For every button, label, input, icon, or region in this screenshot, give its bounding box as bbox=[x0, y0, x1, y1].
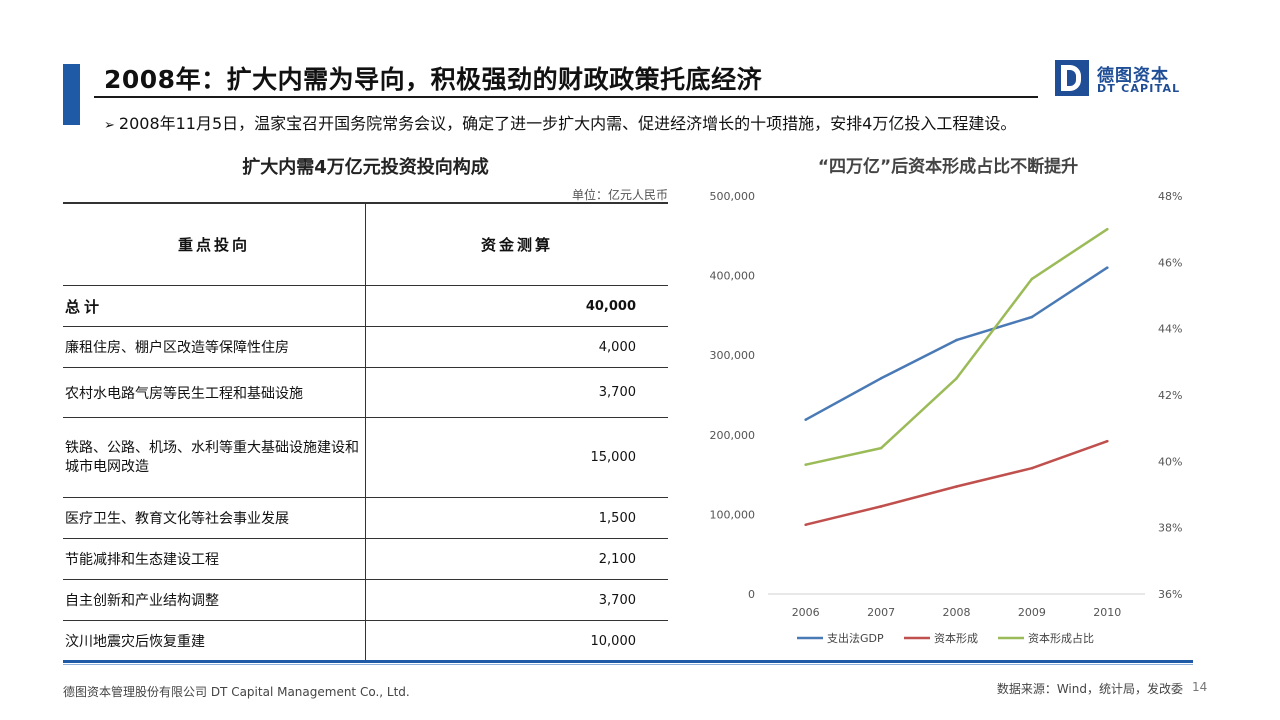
row-label: 农村水电路气房等民生工程和基础设施 bbox=[63, 368, 366, 417]
logo-english-name: DT CAPITAL bbox=[1097, 82, 1181, 95]
table-row: 节能减排和生态建设工程 2,100 bbox=[63, 539, 668, 580]
title-divider bbox=[94, 96, 1038, 98]
data-point bbox=[1030, 277, 1034, 281]
data-point bbox=[1106, 439, 1109, 443]
header-amount: 资金测算 bbox=[480, 236, 553, 254]
page-number: 14 bbox=[1192, 680, 1208, 694]
legend-label: 资本形成 bbox=[934, 631, 978, 645]
total-value: 40,000 bbox=[585, 298, 636, 314]
table-row: 铁路、公路、机场、水利等重大基础设施建设和城市电网改造 15,000 bbox=[63, 418, 668, 498]
header-focus: 重点投向 bbox=[63, 204, 366, 285]
data-point bbox=[1106, 227, 1109, 231]
series-line-2 bbox=[805, 228, 1108, 466]
logo-chinese-name: 德图资本 bbox=[1097, 66, 1169, 86]
legend-label: 支出法GDP bbox=[827, 631, 884, 645]
x-tick-label: 2006 bbox=[792, 606, 820, 619]
row-label: 汶川地震灾后恢复重建 bbox=[63, 621, 366, 661]
footer-divider-thin bbox=[63, 664, 1193, 665]
y-right-tick-label: 48% bbox=[1158, 190, 1182, 203]
row-value: 3,700 bbox=[598, 385, 636, 400]
company-logo: 德图资本 DT CAPITAL bbox=[1055, 60, 1180, 96]
row-label: 廉租住房、棚户区改造等保障性住房 bbox=[63, 327, 366, 367]
data-point bbox=[804, 418, 807, 421]
data-point bbox=[879, 376, 883, 380]
total-label: 总计 bbox=[63, 286, 366, 326]
x-tick-label: 2010 bbox=[1093, 606, 1121, 619]
row-value: 4,000 bbox=[598, 339, 636, 355]
row-value: 10,000 bbox=[590, 633, 637, 649]
arrow-bullet-icon: ➢ bbox=[104, 118, 115, 133]
table-row: 农村水电路气房等民生工程和基础设施 3,700 bbox=[63, 368, 668, 418]
row-value: 1,500 bbox=[598, 510, 636, 526]
y-left-tick-label: 200,000 bbox=[710, 429, 756, 442]
data-point bbox=[955, 377, 958, 380]
y-right-tick-label: 40% bbox=[1158, 455, 1182, 468]
table-row: 汶川地震灾后恢复重建 10,000 bbox=[63, 621, 668, 661]
y-right-tick-label: 44% bbox=[1158, 323, 1182, 336]
investment-table: 重点投向 资金测算 总计 40,000 廉租住房、棚户区改造等保障性住房 4,0… bbox=[63, 202, 668, 661]
y-left-tick-label: 0 bbox=[748, 588, 755, 601]
capital-formation-chart: 0 100,000 200,000 300,000 400,000 500,000 36% 3… bbox=[710, 190, 1183, 645]
x-tick-label: 2008 bbox=[943, 606, 971, 619]
company-name: 德图资本管理股份有限公司 DT Capital Management Co., … bbox=[63, 685, 410, 699]
x-tick-label: 2009 bbox=[1018, 606, 1046, 619]
x-tick-label: 2007 bbox=[867, 606, 895, 619]
data-point bbox=[1030, 315, 1034, 319]
row-label: 医疗卫生、教育文化等社会事业发展 bbox=[63, 498, 366, 538]
y-right-tick-label: 36% bbox=[1158, 588, 1182, 601]
data-point bbox=[879, 446, 883, 450]
series-line-0 bbox=[805, 266, 1108, 421]
data-source: 数据来源：Wind，统计局，发改委 bbox=[996, 682, 1183, 696]
data-point bbox=[955, 338, 958, 342]
data-point bbox=[879, 505, 883, 508]
data-point bbox=[955, 485, 958, 488]
table-row: 自主创新和产业结构调整 3,700 bbox=[63, 580, 668, 621]
title-accent-bar bbox=[63, 64, 80, 125]
summary-text: 2008年11月5日，温家宝召开国务院常务会议，确定了进一步扩大内需、促进经济增… bbox=[118, 114, 1017, 133]
data-point bbox=[804, 463, 807, 466]
table-unit: 单位：亿元人民币 bbox=[571, 188, 668, 202]
y-left-tick-label: 400,000 bbox=[710, 270, 756, 283]
y-left-tick-label: 300,000 bbox=[710, 349, 756, 362]
table-row: 医疗卫生、教育文化等社会事业发展 1,500 bbox=[63, 498, 668, 539]
y-right-tick-label: 38% bbox=[1158, 522, 1182, 535]
chart-title: “四万亿”后资本形成占比不断提升 bbox=[817, 157, 1079, 177]
page-title: 2008年：扩大内需为导向，积极强劲的财政政策托底经济 bbox=[104, 65, 763, 94]
y-left-tick-label: 100,000 bbox=[710, 508, 756, 521]
table-header-row: 重点投向 资金测算 bbox=[63, 204, 668, 286]
table-title: 扩大内需4万亿元投资投向构成 bbox=[242, 157, 489, 178]
data-point bbox=[804, 523, 807, 527]
dt-logo-icon bbox=[1055, 60, 1089, 96]
footer-divider bbox=[63, 660, 1193, 663]
y-left-tick-label: 500,000 bbox=[710, 190, 756, 203]
row-label: 铁路、公路、机场、水利等重大基础设施建设和城市电网改造 bbox=[63, 418, 366, 497]
table-row: 廉租住房、棚户区改造等保障性住房 4,000 bbox=[63, 327, 668, 368]
row-value: 2,100 bbox=[598, 551, 636, 567]
row-value: 3,700 bbox=[598, 592, 636, 608]
data-point bbox=[1030, 466, 1034, 470]
y-right-tick-label: 42% bbox=[1158, 389, 1182, 402]
legend-label: 资本形成占比 bbox=[1028, 631, 1094, 645]
row-label: 自主创新和产业结构调整 bbox=[63, 580, 366, 620]
row-value: 15,000 bbox=[590, 450, 637, 465]
summary-bullet: ➢ 2008年11月5日，温家宝召开国务院常务会议，确定了进一步扩大内需、促进经济… bbox=[104, 110, 1016, 134]
row-label: 节能减排和生态建设工程 bbox=[63, 539, 366, 579]
table-row-total: 总计 40,000 bbox=[63, 286, 668, 327]
y-right-tick-label: 46% bbox=[1158, 256, 1182, 269]
data-point bbox=[1106, 266, 1109, 269]
